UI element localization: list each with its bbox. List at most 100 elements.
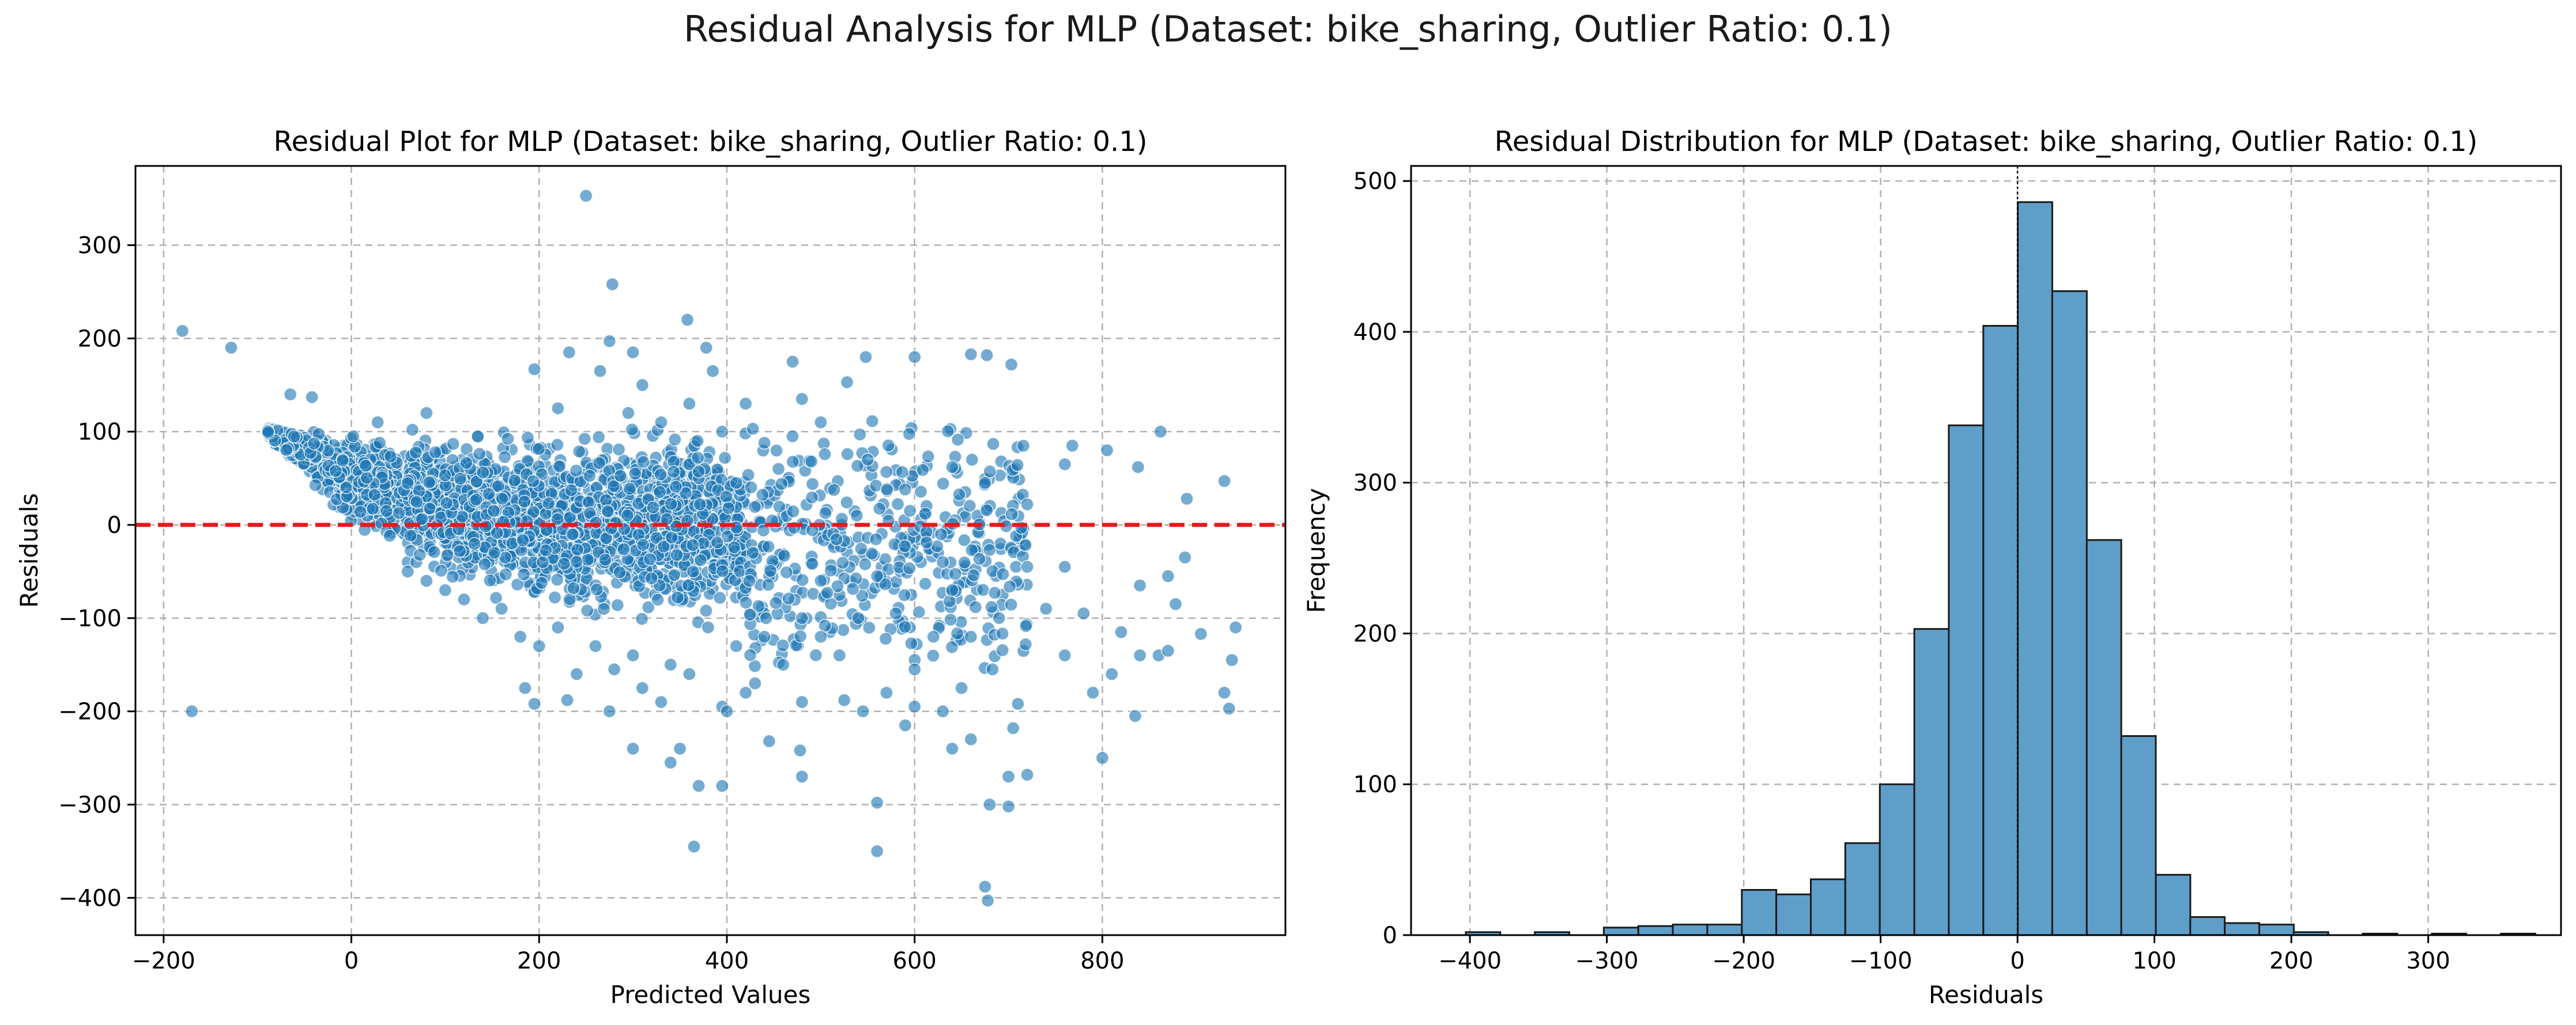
scatter-point <box>516 534 530 547</box>
scatter-point <box>831 579 844 593</box>
scatter-point <box>678 486 693 500</box>
scatter-point <box>869 532 883 546</box>
scatter-point <box>476 611 490 625</box>
histogram-bar <box>1775 893 1812 936</box>
scatter-point <box>440 548 454 562</box>
scatter-point <box>579 188 593 203</box>
scatter-point <box>748 676 762 690</box>
scatter-point <box>605 277 620 292</box>
scatter-point <box>601 504 615 519</box>
scatter-point <box>829 532 843 546</box>
histogram-bar <box>1948 424 1985 936</box>
scatter-point <box>870 569 884 583</box>
scatter-point <box>1019 538 1032 553</box>
scatter-point <box>818 447 832 462</box>
scatter-xtick-label: 800 <box>1080 948 1124 974</box>
scatter-point <box>761 578 775 592</box>
scatter-point <box>693 553 708 568</box>
scatter-point <box>870 796 884 810</box>
scatter-point <box>793 743 807 758</box>
hist-xtick-label: −200 <box>1712 948 1775 974</box>
scatter-point <box>670 548 684 562</box>
scatter-point <box>757 630 771 644</box>
scatter-point <box>459 456 473 470</box>
scatter-point <box>580 604 594 618</box>
scatter-xtick-label: 400 <box>705 948 749 974</box>
scatter-point <box>786 504 800 519</box>
scatter-point <box>957 555 971 570</box>
histogram-bar <box>2155 873 2192 936</box>
scatter-point <box>360 471 374 485</box>
scatter-point <box>346 429 360 444</box>
histogram-bar <box>1672 924 1708 936</box>
scatter-point <box>617 542 631 557</box>
scatter-point <box>329 464 343 478</box>
scatter-point <box>653 485 667 499</box>
histogram-bar <box>2120 735 2157 936</box>
scatter-point <box>534 576 549 590</box>
scatter-point <box>950 626 964 641</box>
scatter-point <box>438 468 452 482</box>
scatter-point <box>972 552 986 566</box>
scatter-point <box>422 475 436 490</box>
scatter-point <box>795 770 809 784</box>
hist-xtick-label: 300 <box>2406 948 2450 974</box>
scatter-point <box>995 643 1009 657</box>
scatter-point <box>743 608 757 622</box>
scatter-point <box>945 460 959 474</box>
scatter-point <box>184 704 199 718</box>
scatter-point <box>626 648 640 663</box>
scatter-point <box>891 497 905 511</box>
scatter-point <box>718 451 732 465</box>
scatter-point <box>859 350 873 364</box>
scatter-point <box>405 423 420 437</box>
scatter-point <box>722 501 736 515</box>
scatter-point <box>1225 653 1239 667</box>
histogram-bar <box>1913 628 1950 936</box>
scatter-point <box>1100 443 1114 457</box>
scatter-point <box>706 364 720 378</box>
scatter-point <box>978 880 992 894</box>
scatter-point <box>786 429 799 444</box>
scatter-point <box>793 629 808 644</box>
histogram-bar <box>2189 916 2226 936</box>
scatter-point <box>992 611 1006 625</box>
scatter-point <box>598 553 612 567</box>
scatter-point <box>693 497 707 512</box>
scatter-point <box>365 502 380 516</box>
scatter-point <box>261 425 276 439</box>
scatter-point <box>919 535 934 550</box>
histogram-bar <box>1879 783 1915 936</box>
scatter-point <box>602 704 617 718</box>
scatter-point <box>453 471 467 486</box>
scatter-point <box>551 401 565 415</box>
scatter-point <box>738 686 753 700</box>
scatter-point <box>439 496 454 510</box>
scatter-xtick-label: 200 <box>517 948 561 974</box>
scatter-point <box>1086 686 1100 700</box>
scatter-point <box>713 591 727 605</box>
scatter-point <box>550 512 565 527</box>
scatter-point <box>918 577 932 591</box>
scatter-point <box>527 697 541 711</box>
scatter-point <box>691 434 704 448</box>
scatter-point <box>610 598 625 612</box>
scatter-point <box>667 568 681 582</box>
scatter-point <box>488 546 501 560</box>
scatter-point <box>968 600 983 614</box>
scatter-point <box>746 546 760 560</box>
scatter-point <box>832 648 847 663</box>
scatter-point <box>964 732 978 746</box>
scatter-point <box>805 490 819 505</box>
scatter-ytick-label: −300 <box>58 792 122 818</box>
scatter-point <box>936 476 950 491</box>
scatter-point <box>401 565 415 578</box>
scatter-point <box>383 449 398 464</box>
scatter-point <box>551 621 565 634</box>
scatter-point <box>761 539 775 554</box>
scatter-point <box>854 542 868 556</box>
scatter-xtick-label: 0 <box>344 948 359 974</box>
scatter-point <box>985 600 998 614</box>
scatter-point <box>777 549 791 563</box>
scatter-point <box>1004 357 1019 372</box>
